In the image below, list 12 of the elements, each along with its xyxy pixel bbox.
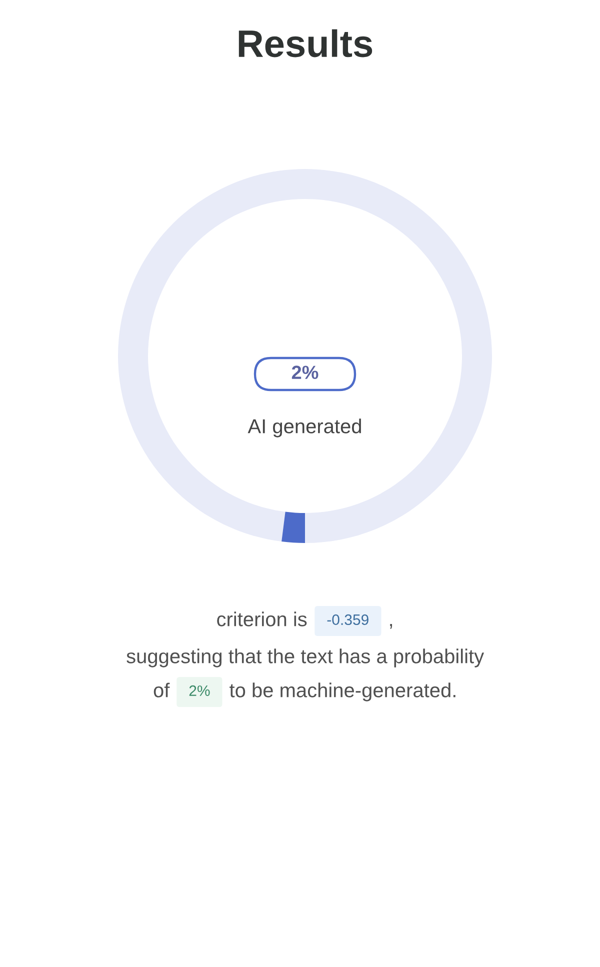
- text: 2%: [189, 685, 210, 696]
- text: ,: [390, 624, 392, 629]
- chart-title: Results: [238, 29, 372, 58]
- slice-label: AI generated: [248, 418, 361, 438]
- data-label: 2%: [292, 366, 318, 380]
- donut-slice: [282, 512, 305, 543]
- text: suggesting that the text has a probability: [126, 648, 484, 668]
- text: of: [154, 682, 170, 698]
- text: to be machine-generated.: [230, 682, 456, 702]
- text: criterion is: [217, 612, 307, 626]
- text: -0.359: [327, 614, 368, 626]
- donut-slice: [118, 169, 492, 543]
